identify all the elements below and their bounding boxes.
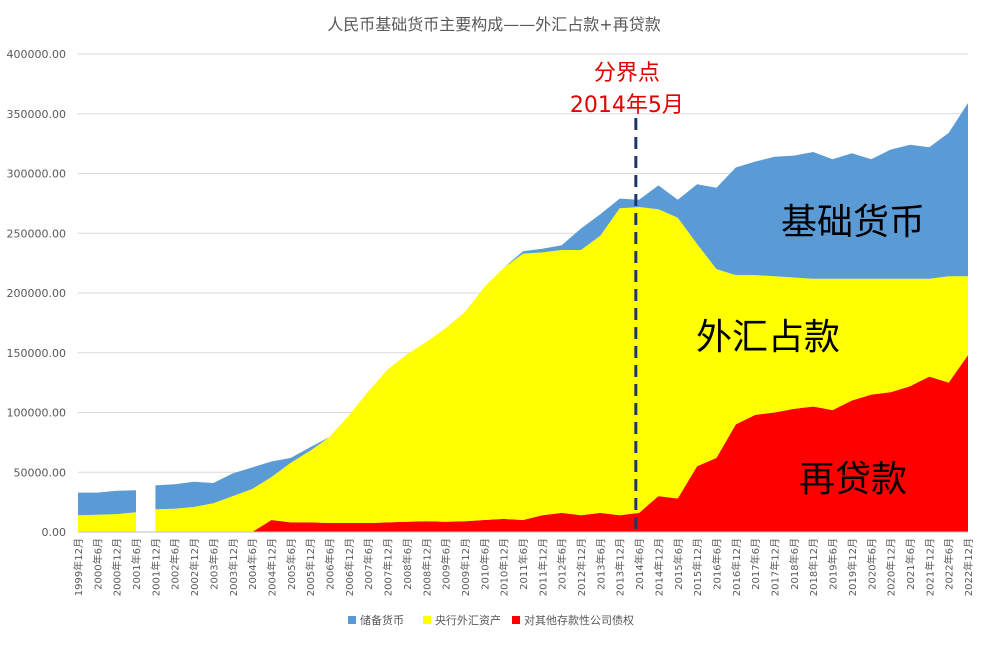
y-tick-label: 100000.00: [7, 407, 67, 420]
x-tick-label: 2016年6月: [711, 538, 724, 590]
x-tick-label: 2019年12月: [846, 538, 859, 596]
legend-swatch: [348, 616, 356, 624]
x-tick-label: 2000年6月: [91, 538, 104, 590]
y-tick-label: 300000.00: [7, 168, 67, 181]
x-tick-label: 1999年12月: [72, 538, 85, 596]
x-tick-label: 2007年6月: [362, 538, 375, 590]
x-tick-label: 2020年12月: [885, 538, 898, 596]
y-tick-label: 50000.00: [14, 466, 67, 479]
legend-label: 储备货币: [360, 613, 404, 627]
legend-swatch: [512, 616, 520, 624]
x-tick-label: 2004年6月: [246, 538, 259, 590]
region-label-relending: 再贷款: [799, 459, 907, 500]
x-tick-label: 2012年12月: [575, 538, 588, 596]
x-tick-label: 2001年6月: [130, 538, 143, 590]
x-tick-label: 2010年6月: [478, 538, 491, 590]
x-tick-label: 2012年6月: [556, 538, 569, 590]
legend: 储备货币 央行外汇资产 对其他存款性公司债权: [348, 613, 634, 627]
x-tick-label: 2013年12月: [614, 538, 627, 596]
x-tick-label: 2020年6月: [865, 538, 878, 590]
x-tick-label: 2015年6月: [672, 538, 685, 590]
region-label-base-money: 基础货币: [781, 202, 925, 243]
x-axis: 1999年12月 2000年6月 2000年12月 2001年6月 2001年12月 20…: [72, 531, 975, 596]
area-reserve-money: [78, 490, 136, 516]
divider-label: 分界点: [594, 61, 660, 86]
divider-date-label: 2014年5月: [570, 93, 684, 118]
x-tick-label: 2009年12月: [459, 538, 472, 596]
x-tick-label: 2013年6月: [594, 538, 607, 590]
x-tick-label: 2014年12月: [652, 538, 665, 596]
legend-swatch: [423, 616, 431, 624]
x-tick-label: 2005年12月: [304, 538, 317, 596]
y-tick-label: 400000.00: [7, 48, 67, 61]
x-tick-label: 2008年12月: [420, 538, 433, 596]
y-tick-label: 350000.00: [7, 108, 67, 121]
x-tick-label: 2009年6月: [440, 538, 453, 590]
x-tick-label: 2011年6月: [517, 538, 530, 590]
x-tick-label: 2007年12月: [382, 538, 395, 596]
x-tick-label: 2002年6月: [169, 538, 182, 590]
x-tick-label: 2000年12月: [111, 538, 124, 596]
x-tick-label: 2017年6月: [749, 538, 762, 590]
area-fx-assets: [78, 512, 136, 532]
x-tick-label: 2004年12月: [266, 538, 279, 596]
area-fx-assets: [155, 207, 968, 532]
x-tick-label: 2018年6月: [788, 538, 801, 590]
region-label-fx: 外汇占款: [696, 317, 840, 358]
y-tick-label: 0.00: [42, 526, 67, 539]
x-tick-label: 2003年6月: [207, 538, 220, 590]
x-tick-label: 2018年12月: [807, 538, 820, 596]
y-tick-label: 150000.00: [7, 347, 67, 360]
y-tick-label: 250000.00: [7, 227, 67, 240]
x-tick-label: 2016年12月: [730, 538, 743, 596]
area-relending: [155, 355, 968, 532]
x-tick-label: 2014年6月: [633, 538, 646, 590]
x-tick-label: 2017年12月: [769, 538, 782, 596]
chart-title: 人民币基础货币主要构成——外汇占款+再贷款: [327, 15, 660, 34]
x-tick-label: 2022年12月: [962, 538, 975, 596]
x-tick-label: 2015年12月: [691, 538, 704, 596]
x-tick-label: 2005年6月: [285, 538, 298, 590]
legend-label: 对其他存款性公司债权: [524, 613, 634, 627]
x-tick-label: 2001年12月: [149, 538, 162, 596]
area-series: [78, 103, 968, 532]
x-tick-label: 2019年6月: [827, 538, 840, 590]
x-tick-label: 2006年12月: [343, 538, 356, 596]
x-tick-label: 2003年12月: [227, 538, 240, 596]
x-tick-label: 2021年6月: [904, 538, 917, 590]
y-axis: 0.00 50000.00 100000.00 150000.00 200000.00 2…: [7, 48, 67, 539]
x-tick-label: 2002年12月: [188, 538, 201, 596]
x-tick-label: 2008年6月: [401, 538, 414, 590]
area-reserve-money: [155, 103, 968, 510]
x-tick-label: 2022年6月: [943, 538, 956, 590]
x-tick-label: 2006年6月: [324, 538, 337, 590]
x-tick-label: 2021年12月: [923, 538, 936, 596]
y-tick-label: 200000.00: [7, 287, 67, 300]
x-tick-label: 2011年12月: [536, 538, 549, 596]
x-tick-label: 2010年12月: [498, 538, 511, 596]
legend-label: 央行外汇资产: [435, 613, 501, 627]
